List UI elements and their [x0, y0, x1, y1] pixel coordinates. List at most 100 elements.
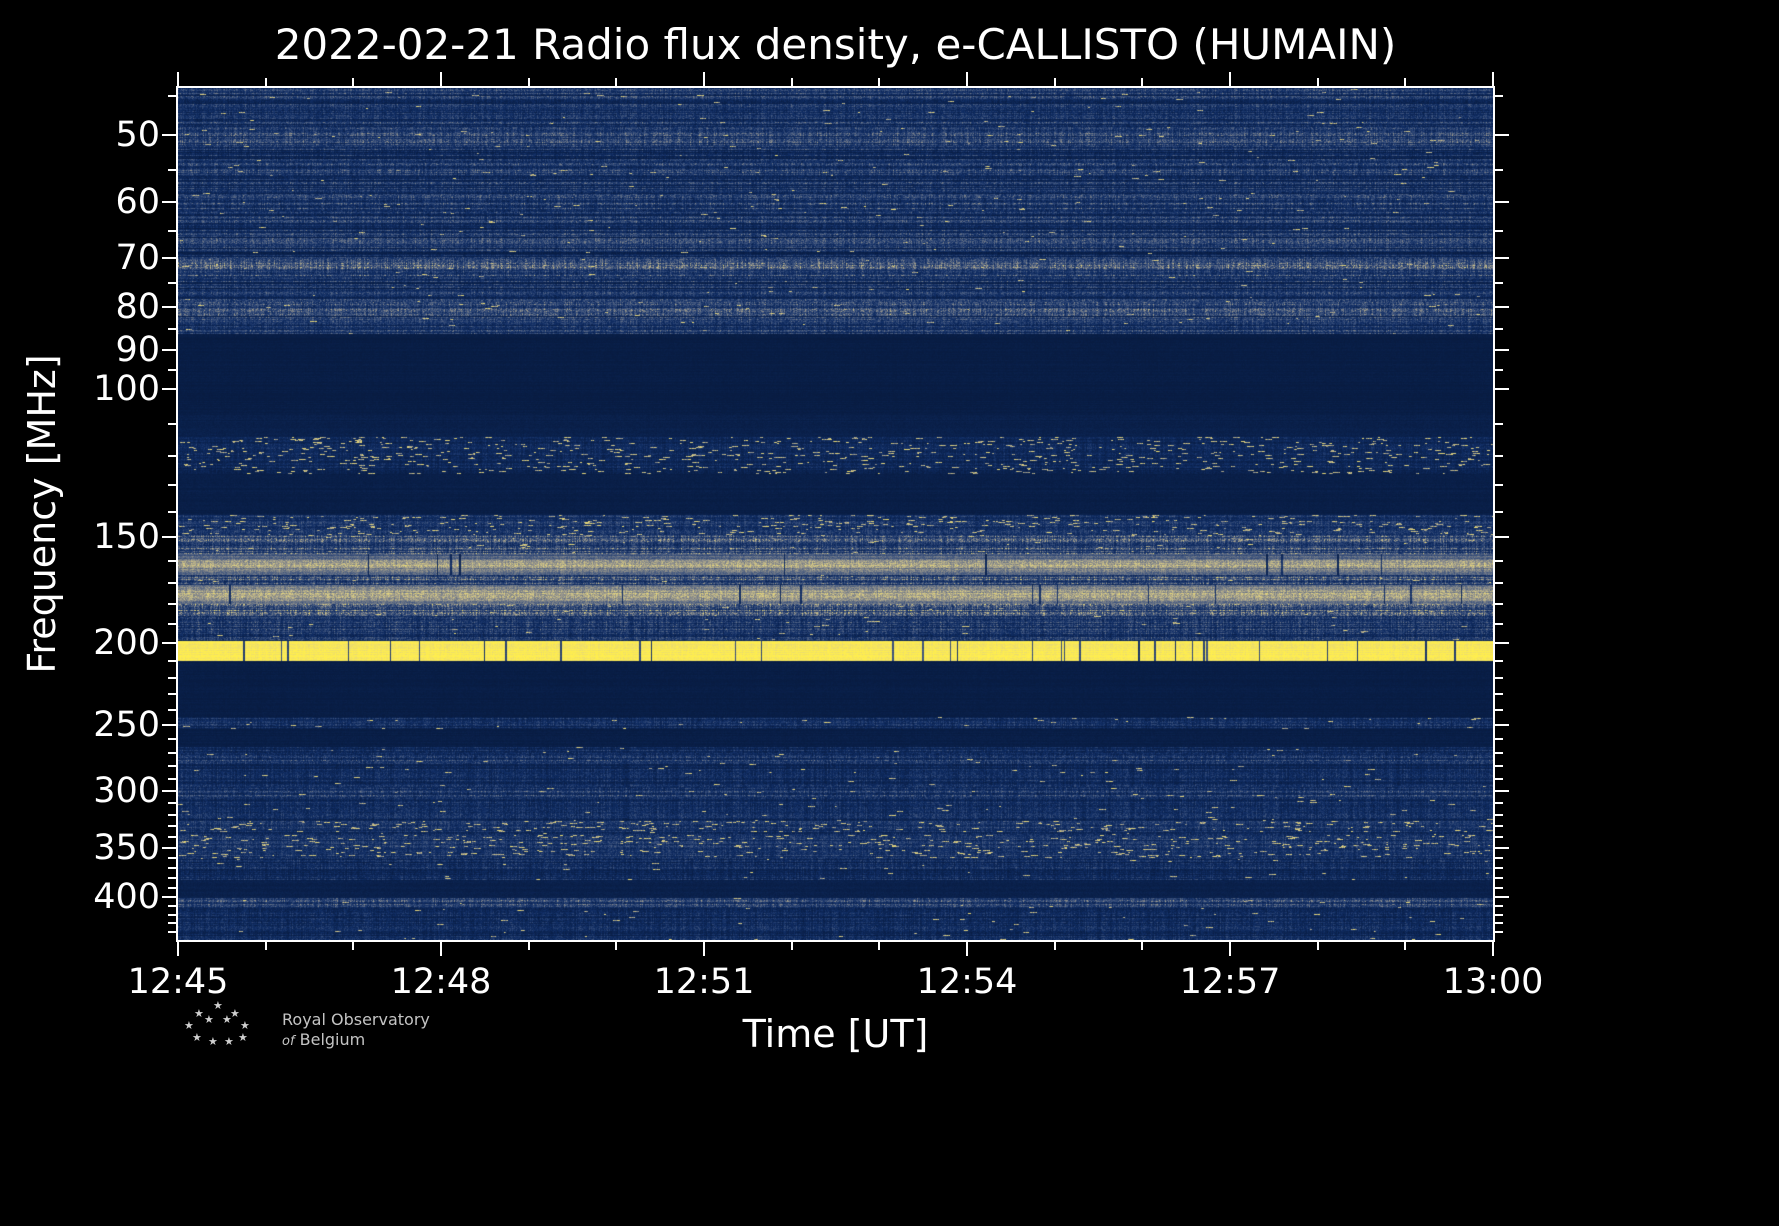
x-minor-tick-top — [878, 78, 881, 86]
y-minor-tick — [168, 676, 176, 679]
y-minor-tick — [168, 659, 176, 662]
y-minor-tick — [168, 229, 176, 232]
rob-logo-of: of — [282, 1034, 295, 1049]
y-minor-tick — [168, 737, 176, 740]
x-minor-tick — [615, 942, 618, 950]
y-minor-tick — [168, 765, 176, 768]
x-minor-tick — [1404, 942, 1407, 950]
x-minor-tick-top — [352, 78, 355, 86]
chart-title: 2022-02-21 Radio flux density, e-CALLIST… — [274, 20, 1397, 69]
y-minor-tick-right — [1495, 369, 1503, 372]
y-major-tick — [162, 895, 176, 898]
y-major-tick-right — [1495, 200, 1509, 203]
x-major-tick — [440, 942, 442, 956]
y-major-tick — [162, 200, 176, 203]
rob-logo-belgium: Belgium — [299, 1030, 366, 1049]
y-minor-tick — [168, 328, 176, 331]
x-minor-tick — [352, 942, 355, 950]
x-minor-tick — [264, 942, 267, 950]
y-minor-tick-right — [1495, 751, 1503, 754]
y-minor-tick — [168, 814, 176, 817]
rob-logo-line2: of Belgium — [282, 1030, 430, 1052]
x-tick-label: 13:00 — [1442, 962, 1544, 1002]
y-minor-tick-right — [1495, 825, 1503, 828]
y-minor-tick — [168, 603, 176, 606]
y-minor-tick-right — [1495, 229, 1503, 232]
y-major-tick-right — [1495, 641, 1509, 644]
x-major-tick-top — [440, 72, 442, 86]
y-tick-label: 250 — [93, 704, 160, 745]
x-minor-tick-top — [790, 78, 793, 86]
y-major-tick — [162, 133, 176, 136]
x-tick-label: 12:48 — [390, 962, 492, 1002]
y-minor-tick — [168, 454, 176, 457]
y-minor-tick-right — [1495, 282, 1503, 285]
y-minor-tick — [168, 922, 176, 925]
y-minor-tick-right — [1495, 737, 1503, 740]
y-major-tick-right — [1495, 536, 1509, 539]
y-minor-tick — [168, 867, 176, 870]
y-major-tick-right — [1495, 306, 1509, 309]
rob-logo: ★ ★ ★ ★ ★ ★ ★ ★ ★ ★ ★ Royal Observatory … — [182, 1000, 602, 1064]
y-major-tick — [162, 846, 176, 849]
y-minor-tick-right — [1495, 623, 1503, 626]
x-tick-label: 12:51 — [653, 962, 755, 1002]
y-minor-tick-right — [1495, 904, 1503, 907]
y-tick-label: 50 — [115, 114, 160, 155]
y-minor-tick — [168, 623, 176, 626]
y-minor-tick-right — [1495, 676, 1503, 679]
y-minor-tick — [168, 825, 176, 828]
y-axis-label: Frequency [MHz] — [20, 354, 64, 674]
y-minor-tick — [168, 708, 176, 711]
x-major-tick — [703, 942, 705, 956]
y-tick-label: 400 — [93, 876, 160, 917]
rob-logo-text: Royal Observatory of Belgium — [282, 1010, 430, 1052]
x-major-tick — [1492, 942, 1494, 956]
x-minor-tick-top — [527, 78, 530, 86]
y-major-tick-right — [1495, 257, 1509, 260]
x-minor-tick — [527, 942, 530, 950]
x-major-tick — [1229, 942, 1231, 956]
y-tick-label: 350 — [93, 827, 160, 868]
spectrogram-canvas — [178, 88, 1493, 940]
y-minor-tick — [168, 751, 176, 754]
x-minor-tick — [878, 942, 881, 950]
y-minor-tick — [168, 483, 176, 486]
x-tick-label: 12:57 — [1179, 962, 1281, 1002]
y-minor-tick-right — [1495, 708, 1503, 711]
y-major-tick — [162, 387, 176, 390]
x-major-tick — [966, 942, 968, 956]
y-tick-label: 300 — [93, 771, 160, 812]
x-major-tick-top — [1492, 72, 1494, 86]
y-major-tick — [162, 257, 176, 260]
y-major-tick-right — [1495, 387, 1509, 390]
y-minor-tick — [168, 836, 176, 839]
y-minor-tick-right — [1495, 560, 1503, 563]
x-major-tick — [177, 942, 179, 956]
x-minor-tick — [1053, 942, 1056, 950]
y-minor-tick-right — [1495, 511, 1503, 514]
x-axis-label: Time [UT] — [742, 1012, 929, 1056]
y-minor-tick-right — [1495, 659, 1503, 662]
y-minor-tick — [168, 560, 176, 563]
x-minor-tick-top — [264, 78, 267, 86]
y-minor-tick-right — [1495, 693, 1503, 696]
y-minor-tick-right — [1495, 836, 1503, 839]
y-major-tick — [162, 349, 176, 352]
y-minor-tick-right — [1495, 930, 1503, 933]
y-minor-tick-right — [1495, 877, 1503, 880]
y-minor-tick-right — [1495, 454, 1503, 457]
y-minor-tick-right — [1495, 95, 1503, 98]
y-minor-tick-right — [1495, 422, 1503, 425]
y-minor-tick — [168, 282, 176, 285]
y-minor-tick-right — [1495, 802, 1503, 805]
y-minor-tick-right — [1495, 857, 1503, 860]
rob-logo-line1: Royal Observatory — [282, 1010, 430, 1029]
x-minor-tick-top — [1141, 78, 1144, 86]
y-major-tick — [162, 536, 176, 539]
y-minor-tick — [168, 913, 176, 916]
y-tick-label: 70 — [115, 238, 160, 279]
y-minor-tick-right — [1495, 814, 1503, 817]
rob-logo-stars-icon: ★ ★ ★ ★ ★ ★ ★ ★ ★ ★ ★ — [184, 999, 250, 1048]
